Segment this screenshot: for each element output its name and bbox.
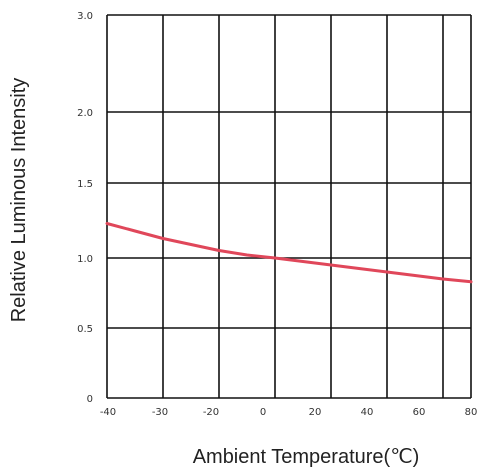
y-axis-label: Relative Luminous Intensity: [8, 78, 30, 323]
y-tick-labels: 0 0.5 1.0 1.5 2.0 3.0: [77, 11, 93, 405]
series-line: [105, 222, 473, 284]
x-tick-label: 80: [465, 407, 478, 418]
y-tick-label: 0: [87, 394, 93, 405]
x-tick-label: 40: [361, 407, 374, 418]
x-tick-label: 20: [309, 407, 322, 418]
x-axis-label: Ambient Temperature(℃): [193, 446, 420, 468]
y-tick-label: 2.0: [77, 108, 93, 119]
x-tick-label: -30: [152, 407, 168, 418]
x-tick-labels: -40 -30 -20 0 20 40 60 80: [100, 407, 478, 418]
x-tick-label: -20: [203, 407, 219, 418]
grid: [106, 14, 472, 399]
y-tick-label: 0.5: [77, 324, 93, 335]
y-tick-label: 3.0: [77, 11, 93, 22]
y-tick-label: 1.0: [77, 254, 93, 265]
x-tick-label: -40: [100, 407, 116, 418]
x-tick-label: 60: [413, 407, 426, 418]
x-tick-label: 0: [260, 407, 266, 418]
series-layer: [105, 222, 473, 284]
y-tick-label: 1.5: [77, 179, 93, 190]
